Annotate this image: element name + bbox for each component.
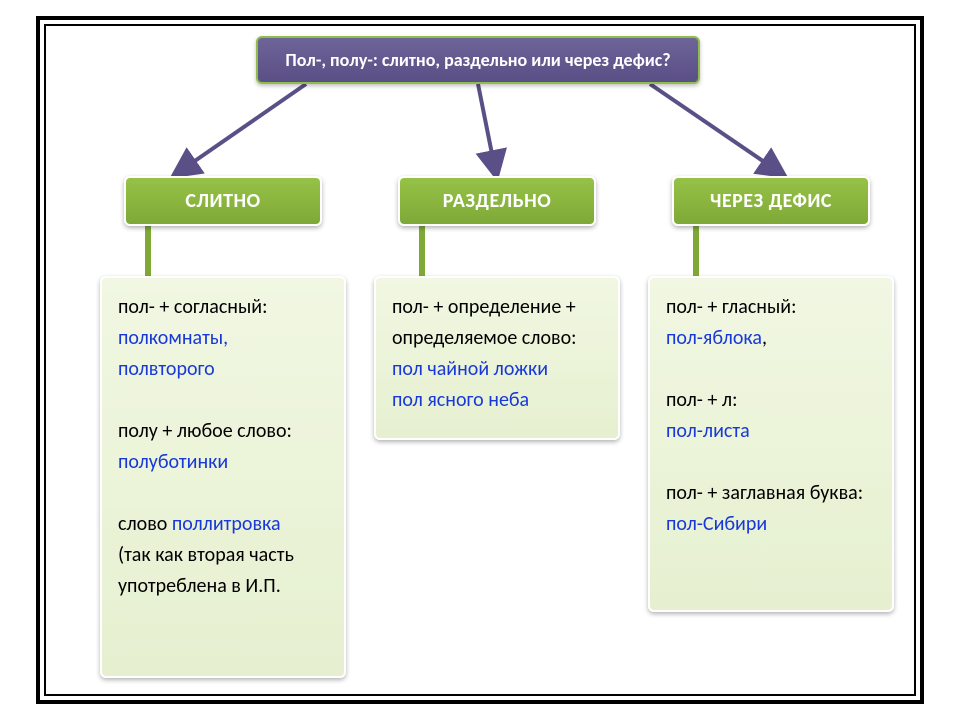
text-line [118, 478, 328, 509]
text-line: пол- + л: [666, 385, 876, 416]
text-line: пол- + согласный: [118, 292, 328, 323]
text-line [118, 385, 328, 416]
text-line: слово поллитровка [118, 509, 328, 540]
content-box-0: пол- + согласный:полкомнаты,полвторого п… [100, 276, 346, 678]
text-line: полкомнаты, [118, 323, 328, 354]
text-line: полу + любое слово: [118, 416, 328, 447]
text-line: пол-Сибири [666, 509, 876, 540]
text-line: пол-листа [666, 416, 876, 447]
text-line: пол-яблока, [666, 323, 876, 354]
content-box-2: пол- + гласный:пол-яблока, пол- + л:пол-… [648, 276, 894, 612]
text-line: употреблена в И.П. [118, 571, 328, 602]
text-line: пол- + определение + [392, 292, 602, 323]
text-line [666, 354, 876, 385]
root-node: Пол-, полу-: слитно, раздельно или через… [256, 36, 700, 84]
text-line [666, 447, 876, 478]
text-line: полуботинки [118, 447, 328, 478]
text-line: пол чайной ложки [392, 354, 602, 385]
category-node-0: СЛИТНО [124, 176, 322, 226]
category-label: СЛИТНО [185, 189, 260, 213]
text-line: (так как вторая часть [118, 540, 328, 571]
root-title: Пол-, полу-: слитно, раздельно или через… [285, 49, 670, 71]
category-node-1: РАЗДЕЛЬНО [398, 176, 596, 226]
text-line: определяемое слово: [392, 323, 602, 354]
text-line: полвторого [118, 354, 328, 385]
content-box-1: пол- + определение +определяемое слово:п… [374, 276, 620, 440]
category-label: ЧЕРЕЗ ДЕФИС [710, 189, 832, 213]
text-line: пол ясного неба [392, 385, 602, 416]
category-node-2: ЧЕРЕЗ ДЕФИС [672, 176, 870, 226]
category-label: РАЗДЕЛЬНО [443, 189, 552, 213]
outer-frame: Пол-, полу-: слитно, раздельно или через… [36, 16, 924, 704]
inner-frame: Пол-, полу-: слитно, раздельно или через… [44, 24, 916, 696]
text-line: пол- + гласный: [666, 292, 876, 323]
text-line: пол- + заглавная буква: [666, 478, 876, 509]
